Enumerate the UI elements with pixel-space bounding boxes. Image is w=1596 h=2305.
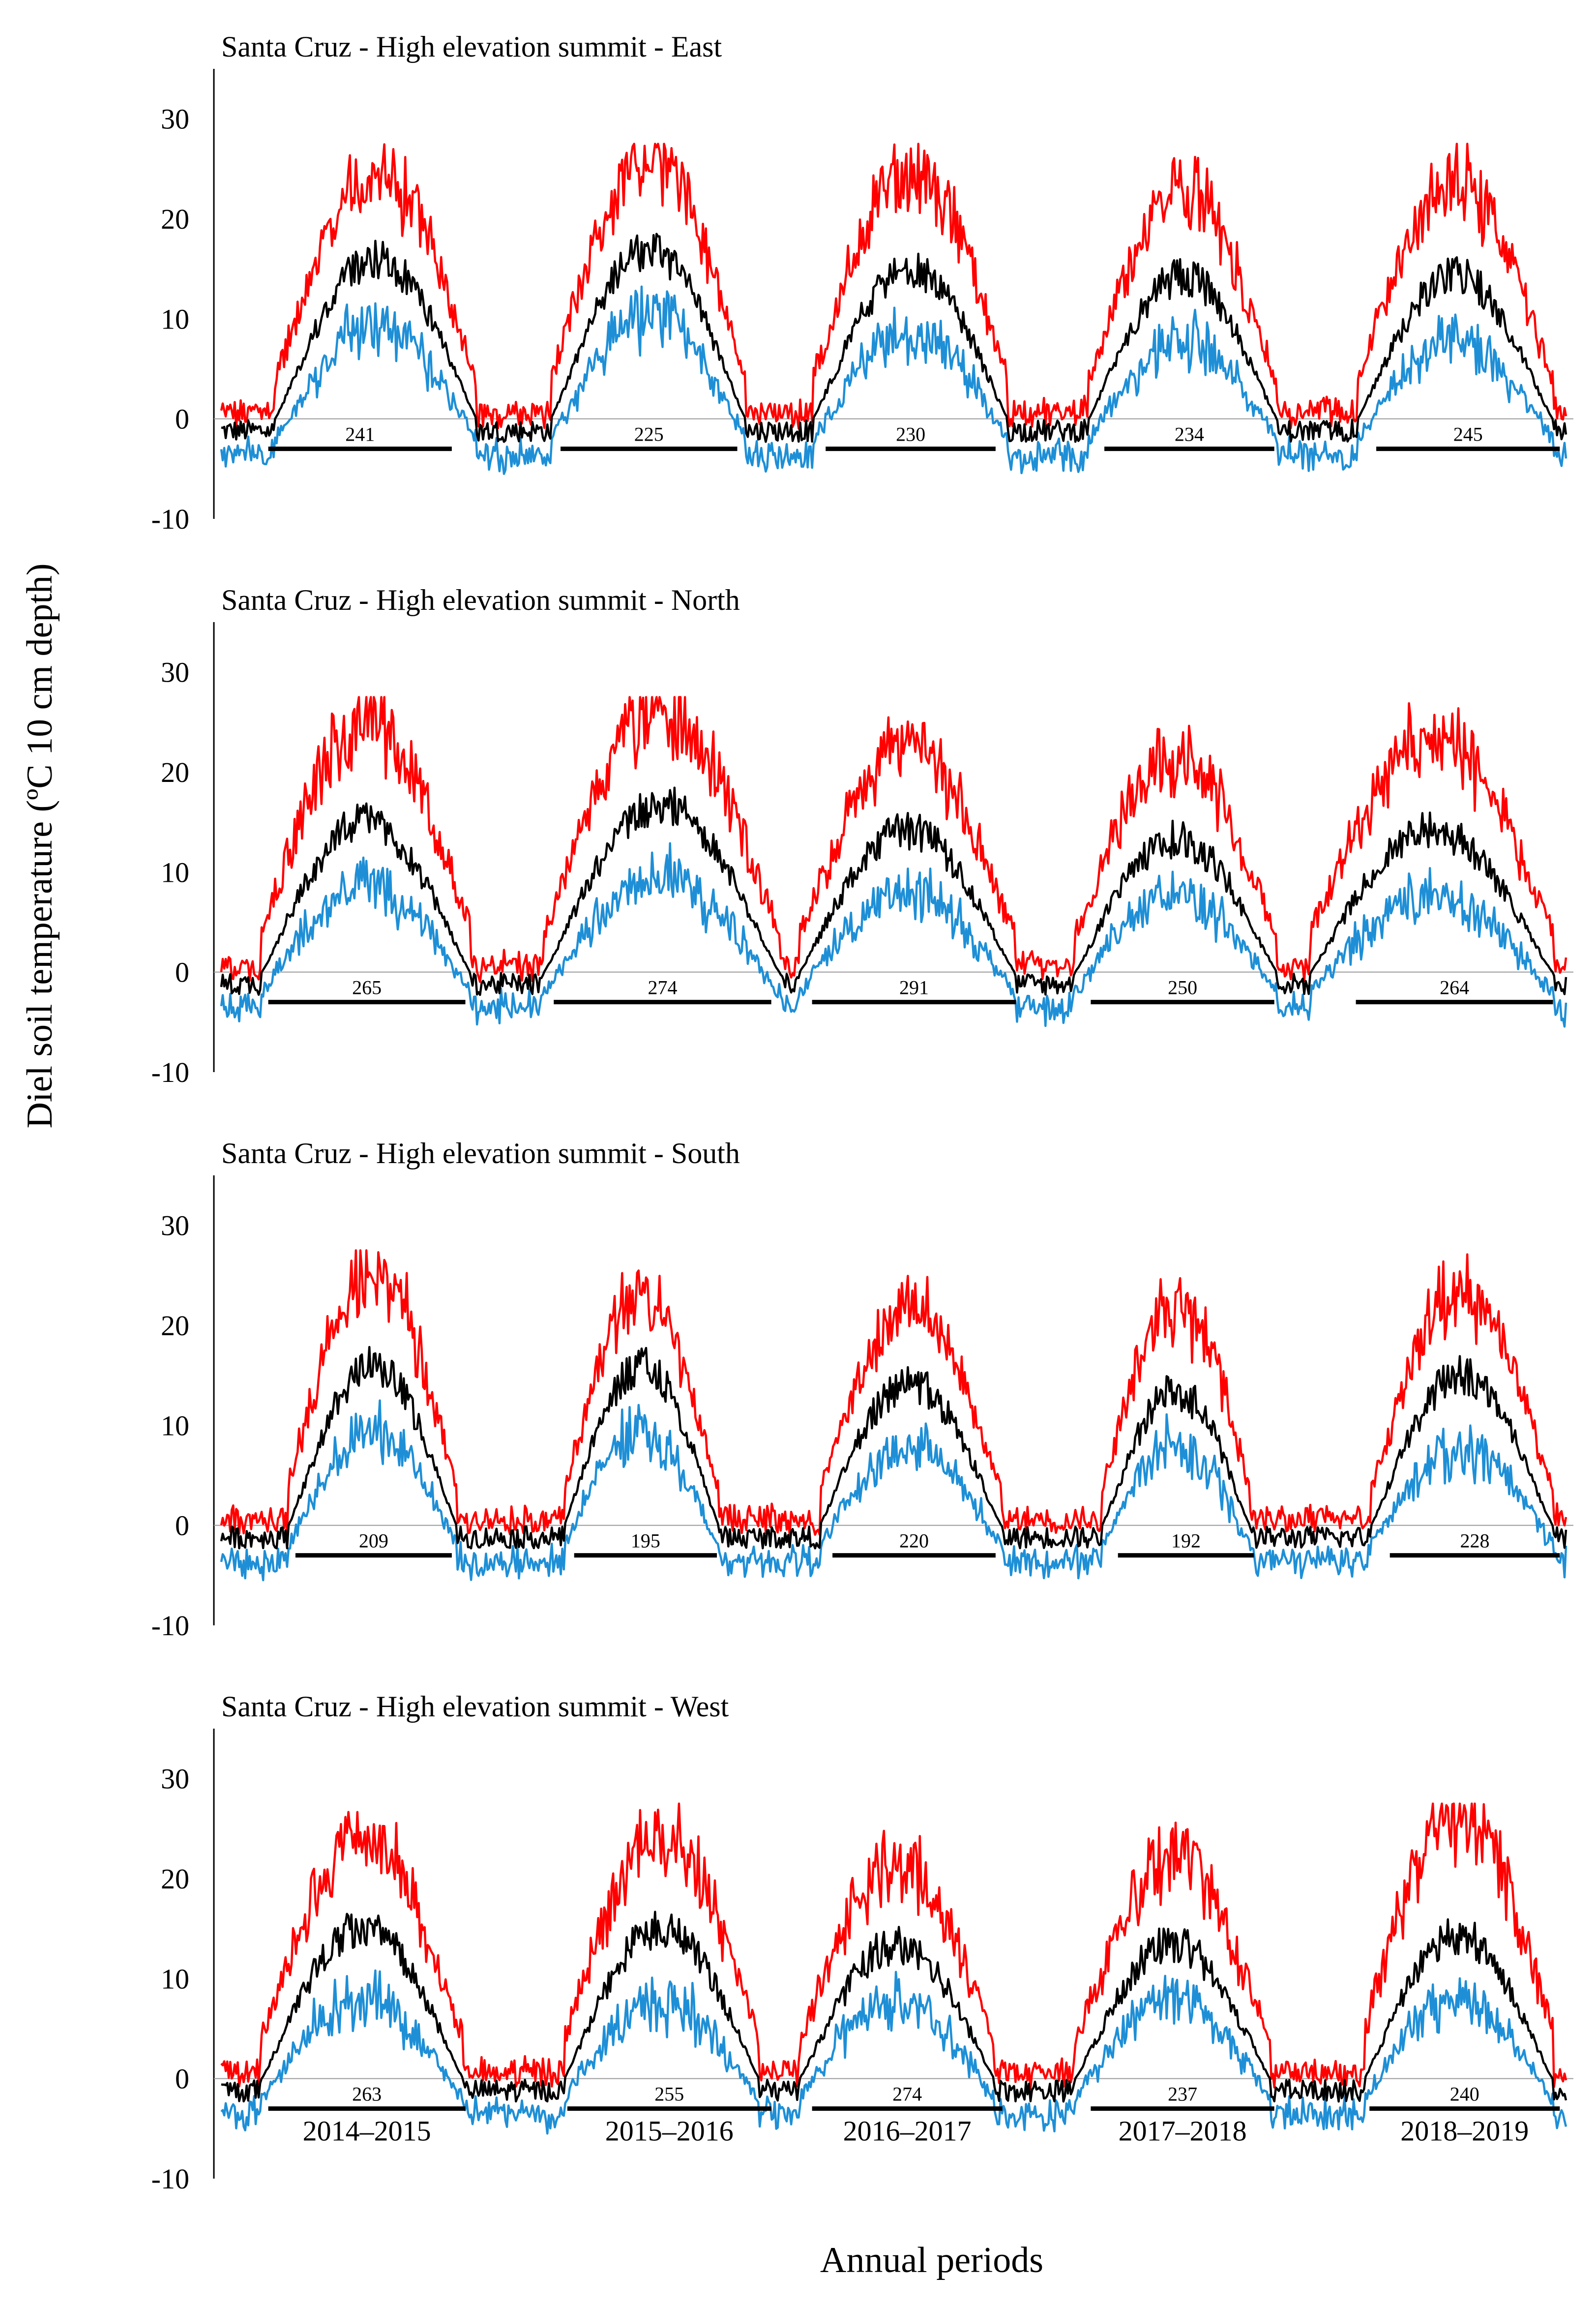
season-count-label: 230 bbox=[896, 423, 925, 446]
series-line-min bbox=[220, 1399, 1567, 1582]
series-line-mean bbox=[221, 1911, 1567, 2103]
panels: Santa Cruz - High elevation summit - Eas… bbox=[151, 30, 1573, 2195]
season-count-label: 195 bbox=[631, 1530, 660, 1552]
period-label: 2016–2017 bbox=[843, 2115, 972, 2147]
y-tick-label: 0 bbox=[175, 957, 189, 988]
y-tick-label: 20 bbox=[161, 203, 189, 235]
panel-title: Santa Cruz - High elevation summit - Wes… bbox=[221, 1690, 729, 1723]
y-tick-label: 30 bbox=[161, 657, 189, 689]
y-tick-label: 10 bbox=[161, 1409, 189, 1441]
series-line-min bbox=[220, 285, 1567, 475]
y-tick-label: -10 bbox=[151, 503, 189, 535]
season-count-label: 245 bbox=[1453, 423, 1483, 446]
y-tick-label: 0 bbox=[175, 403, 189, 435]
panel-2: Santa Cruz - High elevation summit - Sou… bbox=[151, 1137, 1573, 1642]
season-count-label: 240 bbox=[1450, 2083, 1479, 2105]
y-tick-label: 30 bbox=[161, 103, 189, 135]
season-count-label: 192 bbox=[1171, 1530, 1201, 1552]
season-count-label: 274 bbox=[892, 2083, 922, 2105]
y-tick-label: 20 bbox=[161, 1863, 189, 1895]
panel-title: Santa Cruz - High elevation summit - Eas… bbox=[221, 30, 722, 63]
y-tick-label: 20 bbox=[161, 1310, 189, 1342]
period-label: 2014–2015 bbox=[303, 2115, 431, 2147]
panel-0: Santa Cruz - High elevation summit - Eas… bbox=[151, 30, 1573, 535]
series-line-max bbox=[220, 696, 1567, 983]
season-count-label: 209 bbox=[359, 1530, 388, 1552]
y-tick-label: -10 bbox=[151, 1610, 189, 1642]
y-tick-label: -10 bbox=[151, 2163, 189, 2195]
y-tick-label: -10 bbox=[151, 1056, 189, 1088]
panel-3: Santa Cruz - High elevation summit - Wes… bbox=[151, 1690, 1573, 2195]
y-axis-label: Diel soil temperature (ºC 10 cm depth) bbox=[20, 563, 60, 1128]
season-count-label: 291 bbox=[899, 977, 929, 999]
y-tick-label: 10 bbox=[161, 303, 189, 335]
series-line-mean bbox=[221, 233, 1567, 443]
series-line-max bbox=[220, 1249, 1567, 1536]
y-tick-label: 20 bbox=[161, 756, 189, 788]
season-count-label: 255 bbox=[654, 2083, 684, 2105]
panel-1: Santa Cruz - High elevation summit - Nor… bbox=[151, 584, 1573, 1088]
y-tick-label: 0 bbox=[175, 1510, 189, 1542]
season-count-label: 237 bbox=[1168, 2083, 1197, 2105]
period-label: 2018–2019 bbox=[1400, 2115, 1529, 2147]
season-count-label: 250 bbox=[1168, 977, 1197, 999]
season-count-label: 263 bbox=[352, 2083, 382, 2105]
series-line-mean bbox=[220, 786, 1567, 996]
panel-title: Santa Cruz - High elevation summit - Sou… bbox=[221, 1137, 740, 1169]
series-line-mean bbox=[220, 1346, 1567, 1550]
y-tick-label: 10 bbox=[161, 856, 189, 888]
season-count-label: 241 bbox=[345, 423, 375, 446]
series-line-min bbox=[220, 1969, 1567, 2135]
y-tick-label: 30 bbox=[161, 1763, 189, 1795]
y-tick-label: 0 bbox=[175, 2063, 189, 2095]
season-count-label: 225 bbox=[634, 423, 664, 446]
series-line-min bbox=[220, 842, 1567, 1028]
x-axis-label: Annual periods bbox=[820, 2240, 1043, 2280]
season-count-label: 228 bbox=[1460, 1530, 1490, 1552]
season-count-label: 274 bbox=[648, 977, 677, 999]
period-label: 2017–2018 bbox=[1119, 2115, 1247, 2147]
season-count-label: 234 bbox=[1175, 423, 1204, 446]
y-tick-label: 10 bbox=[161, 1963, 189, 1995]
season-count-label: 264 bbox=[1440, 977, 1469, 999]
series-line-max bbox=[220, 143, 1567, 430]
season-count-label: 265 bbox=[352, 977, 382, 999]
series-line-max bbox=[220, 1802, 1567, 2090]
period-label: 2015–2016 bbox=[605, 2115, 734, 2147]
season-count-label: 220 bbox=[899, 1530, 929, 1552]
y-tick-label: 30 bbox=[161, 1210, 189, 1242]
panel-title: Santa Cruz - High elevation summit - Nor… bbox=[221, 584, 740, 616]
